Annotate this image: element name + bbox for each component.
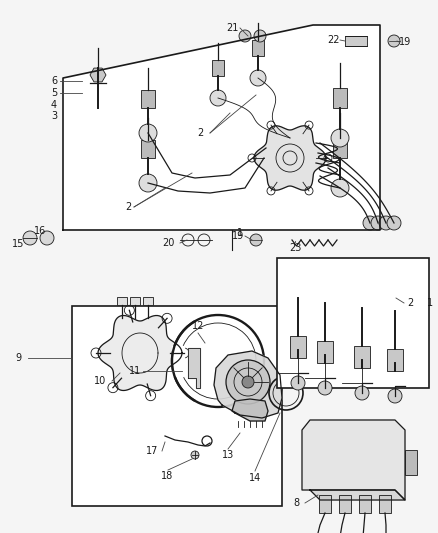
Bar — [354, 346, 370, 368]
Circle shape — [387, 216, 401, 230]
Bar — [333, 138, 347, 158]
Text: 16: 16 — [34, 226, 46, 236]
Circle shape — [254, 30, 266, 42]
Circle shape — [23, 231, 37, 245]
Text: 15: 15 — [12, 239, 24, 249]
Circle shape — [191, 451, 199, 459]
Text: 2: 2 — [407, 298, 413, 308]
Polygon shape — [63, 25, 380, 230]
Circle shape — [239, 30, 251, 42]
Polygon shape — [172, 346, 184, 376]
Text: 21: 21 — [226, 23, 238, 33]
Bar — [117, 297, 127, 305]
Text: 1: 1 — [237, 228, 243, 238]
Text: 12: 12 — [192, 321, 204, 331]
Text: 3: 3 — [51, 111, 57, 121]
Bar — [387, 349, 403, 371]
Text: 2: 2 — [125, 202, 131, 212]
Bar — [141, 90, 155, 108]
Bar — [379, 495, 391, 513]
Bar — [359, 495, 371, 513]
Text: 22: 22 — [327, 35, 339, 45]
Text: 2: 2 — [197, 128, 203, 138]
Circle shape — [371, 216, 385, 230]
Bar — [317, 341, 333, 363]
Bar — [405, 450, 417, 475]
Bar — [141, 140, 155, 158]
Circle shape — [363, 216, 377, 230]
Polygon shape — [214, 351, 282, 418]
Text: 17: 17 — [146, 446, 158, 456]
Text: 20: 20 — [162, 238, 174, 248]
Text: 11: 11 — [129, 366, 141, 376]
Bar — [130, 297, 140, 305]
Polygon shape — [254, 126, 326, 190]
Text: 6: 6 — [51, 76, 57, 86]
Polygon shape — [302, 420, 405, 500]
Text: 4: 4 — [51, 100, 57, 110]
Polygon shape — [310, 490, 405, 500]
Circle shape — [210, 90, 226, 106]
Bar — [72, 306, 282, 506]
Circle shape — [242, 376, 254, 388]
Circle shape — [388, 389, 402, 403]
Text: 14: 14 — [249, 473, 261, 483]
Circle shape — [139, 124, 157, 142]
Bar — [345, 36, 367, 46]
Text: 13: 13 — [222, 450, 234, 460]
Bar — [277, 258, 429, 388]
Bar — [290, 336, 306, 358]
Circle shape — [250, 70, 266, 86]
Text: 19: 19 — [232, 231, 244, 241]
Text: 18: 18 — [161, 471, 173, 481]
Circle shape — [139, 174, 157, 192]
Text: 10: 10 — [94, 376, 106, 386]
Bar — [212, 60, 224, 76]
Polygon shape — [90, 68, 106, 82]
Bar — [252, 40, 264, 56]
Text: 9: 9 — [15, 353, 21, 363]
Bar — [339, 495, 351, 513]
Circle shape — [226, 360, 270, 404]
Circle shape — [331, 129, 349, 147]
Circle shape — [388, 35, 400, 47]
Circle shape — [379, 216, 393, 230]
Text: 1: 1 — [427, 298, 433, 308]
Bar — [143, 297, 153, 305]
Bar — [319, 495, 331, 513]
Bar — [333, 88, 347, 108]
Text: 5: 5 — [51, 88, 57, 98]
Text: 23: 23 — [289, 243, 301, 253]
Circle shape — [250, 234, 262, 246]
Circle shape — [318, 381, 332, 395]
Polygon shape — [232, 399, 268, 421]
Polygon shape — [188, 348, 200, 388]
Circle shape — [291, 376, 305, 390]
Text: 8: 8 — [293, 498, 299, 508]
Circle shape — [331, 179, 349, 197]
Text: 19: 19 — [399, 37, 411, 47]
Circle shape — [40, 231, 54, 245]
Circle shape — [355, 386, 369, 400]
Polygon shape — [98, 316, 182, 391]
